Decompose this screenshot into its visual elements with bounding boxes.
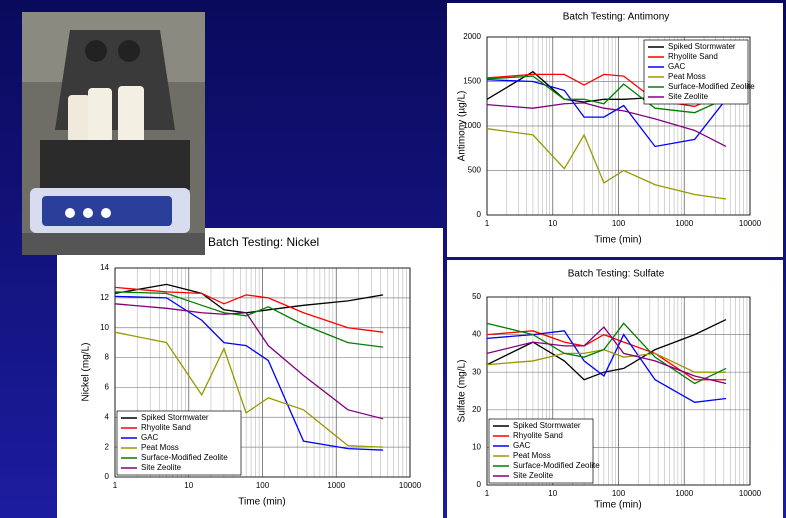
x-axis-label: Time (min) <box>238 497 285 508</box>
chart-title: Batch Testing: Nickel <box>208 235 319 249</box>
x-tick-label: 10000 <box>739 489 762 498</box>
x-axis-label: Time (min) <box>594 500 641 511</box>
x-tick-label: 1 <box>485 219 490 228</box>
legend-label: Spiked Stormwater <box>668 42 736 51</box>
y-axis-label: Antimony (µg/L) <box>457 91 468 162</box>
x-axis-label: Time (min) <box>594 235 641 246</box>
y-tick-label: 10 <box>472 443 481 452</box>
legend-label: GAC <box>141 433 159 442</box>
x-tick-label: 100 <box>256 481 270 490</box>
x-tick-label: 1 <box>485 489 490 498</box>
legend-label: Surface-Modified Zeolite <box>668 82 755 91</box>
x-tick-label: 1000 <box>675 219 693 228</box>
x-tick-label: 10000 <box>399 481 422 490</box>
y-tick-label: 10 <box>100 323 109 332</box>
legend-label: Surface-Modified Zeolite <box>141 453 228 462</box>
y-tick-label: 30 <box>472 367 481 376</box>
legend-label: Peat Moss <box>141 443 179 452</box>
y-tick-label: 50 <box>472 292 481 301</box>
y-tick-label: 40 <box>472 330 481 339</box>
x-tick-label: 10 <box>548 219 557 228</box>
x-tick-label: 10000 <box>739 219 762 228</box>
y-tick-label: 2000 <box>463 32 481 41</box>
legend-label: Spiked Stormwater <box>141 413 209 422</box>
legend-label: GAC <box>668 62 686 71</box>
y-tick-label: 2 <box>105 442 110 451</box>
x-tick-label: 10 <box>184 481 193 490</box>
y-tick-label: 12 <box>100 293 109 302</box>
x-tick-label: 100 <box>612 219 626 228</box>
x-tick-label: 1000 <box>675 489 693 498</box>
chart-title: Batch Testing: Antimony <box>563 12 670 23</box>
y-tick-label: 20 <box>472 405 481 414</box>
y-tick-label: 4 <box>105 412 110 421</box>
y-tick-label: 0 <box>105 472 110 481</box>
legend-label: Rhyolite Sand <box>141 423 191 432</box>
y-tick-label: 0 <box>477 480 482 489</box>
x-tick-label: 1000 <box>327 481 345 490</box>
y-tick-label: 0 <box>477 210 482 219</box>
legend-label: Surface-Modified Zeolite <box>513 461 600 470</box>
y-tick-label: 1500 <box>463 77 481 86</box>
y-tick-label: 6 <box>105 383 110 392</box>
y-tick-label: 500 <box>468 166 482 175</box>
x-tick-label: 10 <box>548 489 557 498</box>
y-tick-label: 8 <box>105 353 110 362</box>
x-tick-label: 100 <box>612 489 626 498</box>
legend-label: Rhyolite Sand <box>668 52 718 61</box>
legend-label: Peat Moss <box>513 451 551 460</box>
legend-label: Site Zeolite <box>668 92 709 101</box>
slide: 0500100015002000110100100010000Batch Tes… <box>0 0 786 518</box>
legend-label: Rhyolite Sand <box>513 431 563 440</box>
legend-label: Site Zeolite <box>141 463 182 472</box>
legend-label: Spiked Stormwater <box>513 421 581 430</box>
legend-label: Site Zeolite <box>513 471 554 480</box>
x-tick-label: 1 <box>113 481 118 490</box>
legend-label: Peat Moss <box>668 72 706 81</box>
legend-label: GAC <box>513 441 531 450</box>
y-tick-label: 14 <box>100 263 109 272</box>
y-axis-label: Nickel (mg/L) <box>81 343 92 402</box>
photo <box>22 12 205 255</box>
chart-title: Batch Testing: Sulfate <box>568 269 665 280</box>
y-axis-label: Sulfate (mg/L) <box>457 360 468 423</box>
